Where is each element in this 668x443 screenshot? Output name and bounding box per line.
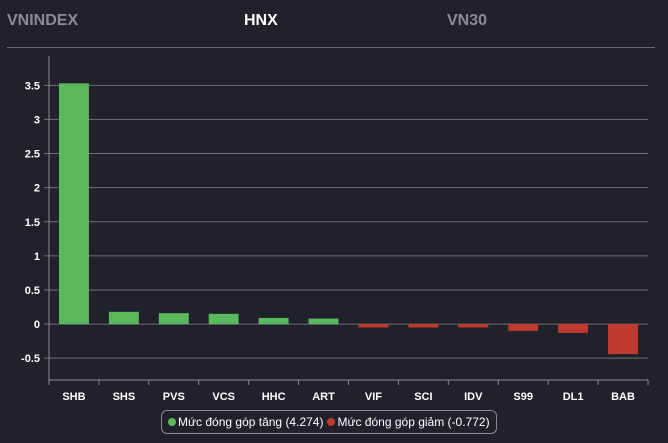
x-tick-label: SHS — [113, 391, 136, 403]
y-tick-label: 3.5 — [25, 80, 40, 92]
tab-vnindex[interactable]: VNINDEX — [7, 12, 79, 29]
x-tick-label: DL1 — [563, 391, 584, 403]
tab-divider — [7, 47, 655, 48]
bar-dl1 — [558, 324, 589, 333]
x-tick-label: VIF — [365, 391, 382, 403]
y-tick-label: 3 — [34, 114, 40, 126]
x-tick-label: ART — [312, 391, 335, 403]
bar-bab — [608, 324, 639, 355]
x-tick-label: SHB — [62, 391, 85, 403]
y-tick-label: 1.5 — [25, 217, 40, 229]
bar-hhc — [258, 317, 289, 325]
x-tick-label: S99 — [513, 391, 533, 403]
x-tick-label: HHC — [262, 391, 286, 403]
x-tick-label: BAB — [611, 391, 635, 403]
legend-item-positive[interactable]: Mức đóng góp tăng (4.274) — [168, 415, 323, 429]
bar-shb — [58, 83, 89, 325]
y-tick-label: 0 — [34, 319, 40, 331]
x-tick-label: VCS — [212, 391, 235, 403]
bar-vcs — [208, 313, 239, 325]
legend-item-negative[interactable]: Mức đóng góp giảm (-0.772) — [327, 415, 490, 429]
x-tick-label: SCI — [414, 391, 432, 403]
legend-dot-positive — [168, 418, 176, 426]
y-tick-label: -0.5 — [21, 353, 40, 365]
legend-dot-negative — [327, 418, 336, 426]
bar-idv — [458, 324, 489, 328]
bar-art — [308, 318, 339, 325]
bar-shs — [108, 311, 139, 325]
legend-label-negative: Mức đóng góp giảm (-0.772) — [337, 415, 490, 429]
tab-vn30[interactable]: VN30 — [447, 12, 488, 29]
bar-sci — [408, 324, 439, 328]
bar-vif — [358, 324, 389, 328]
bar-s99 — [508, 324, 539, 331]
tab-hnx[interactable]: HNX — [244, 12, 278, 29]
y-tick-label: 0.5 — [25, 285, 40, 297]
x-tick-label: IDV — [464, 391, 483, 403]
chart-legend: Mức đóng góp tăng (4.274) Mức đóng góp g… — [161, 410, 497, 434]
y-tick-label: 2.5 — [25, 149, 40, 161]
y-tick-label: 1 — [34, 251, 40, 263]
bar-pvs — [158, 313, 189, 325]
y-tick-label: 2 — [34, 183, 40, 195]
x-tick-label: PVS — [163, 391, 185, 403]
legend-label-positive: Mức đóng góp tăng (4.274) — [178, 415, 324, 429]
